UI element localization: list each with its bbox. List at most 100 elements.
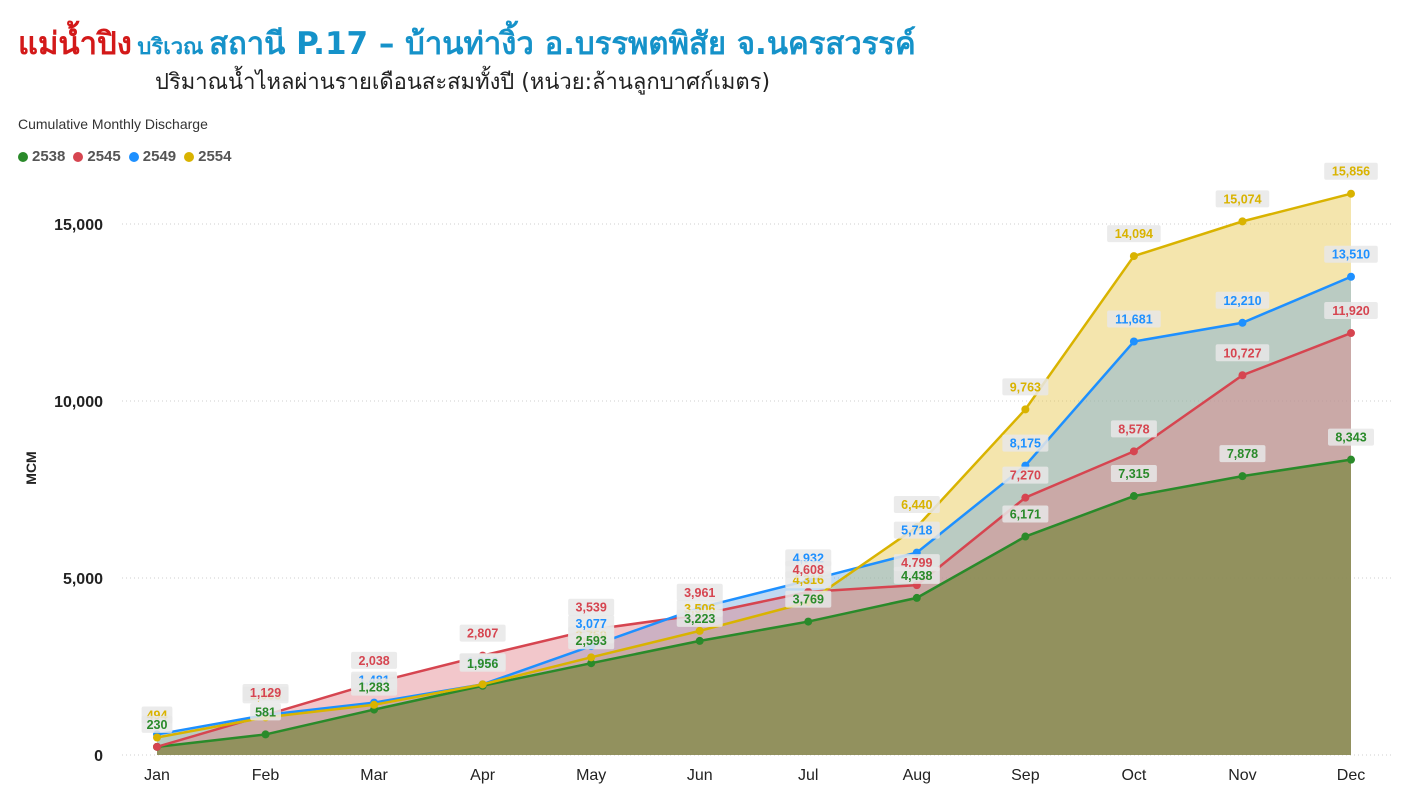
legend-label-2549: 2549: [142, 148, 177, 165]
point-2538: [1347, 455, 1355, 464]
data-label-bg: [1324, 162, 1378, 180]
data-label-bg: [893, 521, 940, 539]
point-2554: [1129, 252, 1138, 261]
data-label-2549: 12,210: [1223, 294, 1261, 308]
data-label-2538: 1,956: [467, 657, 498, 671]
data-label-bg: [676, 583, 723, 601]
series-line-2549: [156, 275, 1352, 736]
data-label-bg: [459, 654, 506, 672]
data-label-bg: [1324, 302, 1378, 320]
data-label-2554: 6,440: [901, 498, 932, 512]
x-tick-label: Jan: [144, 767, 170, 784]
title-river: แม่น้ำปิง: [18, 26, 132, 62]
point-2554: [370, 700, 379, 709]
point-2538: [804, 617, 813, 626]
legend-item-2554[interactable]: 2554: [184, 148, 232, 165]
data-label-bg: [1002, 378, 1049, 396]
data-label-bg: [676, 609, 723, 627]
point-2545: [1129, 447, 1138, 456]
title-area: บริเวณ: [137, 35, 204, 60]
point-2549: [1129, 337, 1138, 346]
point-2549: [1238, 318, 1247, 327]
x-tick-label: Jul: [798, 767, 818, 784]
data-label-bg: [1219, 445, 1266, 463]
x-tick-label: Nov: [1228, 767, 1256, 784]
point-2554: [587, 653, 596, 662]
x-tick-label: May: [576, 767, 606, 784]
data-label-bg: [1110, 420, 1157, 438]
point-2554: [153, 733, 161, 742]
x-tick-label: Apr: [470, 767, 496, 784]
data-label-bg: [1215, 291, 1270, 309]
data-label-2549: 3,077: [576, 617, 607, 631]
data-label-2554: 15,074: [1223, 192, 1261, 206]
data-label-2554: 9,763: [1010, 380, 1041, 394]
point-2554: [695, 626, 704, 635]
data-label-bg: [1002, 434, 1049, 452]
y-tick-label: 15,000: [54, 217, 103, 234]
data-label-2554: 15,856: [1332, 165, 1370, 179]
data-label-2545: 2,038: [358, 654, 389, 668]
data-label-bg: [893, 566, 940, 584]
data-label-2538: 7,315: [1118, 467, 1149, 481]
legend-item-2538[interactable]: 2538: [18, 148, 65, 165]
data-label-2538: 3,769: [793, 593, 824, 607]
legend-dot-2538: [18, 151, 28, 162]
point-2554: [478, 680, 487, 689]
data-label-bg: [893, 554, 940, 572]
point-2554: [1021, 405, 1030, 414]
data-label-2538: 7,878: [1227, 447, 1258, 461]
y-tick-label: 0: [94, 748, 103, 765]
data-label-bg: [568, 632, 615, 650]
series-line-2554: [156, 192, 1352, 739]
x-tick-label: Dec: [1337, 767, 1365, 784]
point-2538: [1238, 472, 1247, 481]
data-label-bg: [785, 560, 832, 578]
data-label-2545: 11,920: [1332, 304, 1370, 318]
data-label-2538: 230: [147, 718, 168, 732]
x-tick-label: Sep: [1011, 767, 1040, 784]
data-label-2545: 4,608: [793, 563, 824, 577]
data-label-bg: [1215, 344, 1270, 362]
data-label-bg: [351, 678, 398, 696]
point-2545: [1021, 493, 1030, 502]
data-label-bg: [1328, 428, 1374, 446]
data-label-2538: 8,343: [1335, 431, 1366, 445]
data-label-2538: 3,223: [684, 612, 715, 626]
legend-dot-2554: [184, 151, 195, 162]
x-tick-label: Oct: [1121, 767, 1146, 784]
data-label-2545: 3,961: [684, 586, 715, 600]
point-2554: [1238, 217, 1247, 226]
data-label-bg: [568, 615, 615, 633]
x-tick-label: Feb: [252, 767, 280, 784]
data-label-2538: 1,283: [358, 681, 389, 695]
point-2545: [1347, 329, 1355, 338]
area-2538: [157, 459, 1351, 755]
data-label-bg: [351, 651, 398, 669]
legend-item-2549[interactable]: 2549: [128, 148, 177, 165]
data-label-bg: [1107, 310, 1161, 328]
data-label-2538: 581: [255, 705, 276, 719]
data-label-bg: [141, 715, 173, 733]
point-2538: [695, 636, 704, 645]
point-2549: [1347, 272, 1355, 281]
point-2538: [587, 659, 596, 668]
point-2554: [1347, 189, 1355, 198]
data-label-bg: [242, 684, 289, 702]
data-label-2549: 8,175: [1010, 437, 1041, 451]
data-label-2545: 3,539: [576, 601, 607, 615]
data-label-2538: 4,438: [901, 569, 932, 583]
legend-item-2545[interactable]: 2545: [73, 148, 121, 165]
y-axis-label: MCM: [23, 451, 39, 484]
point-2538: [1021, 532, 1030, 541]
data-label-2545: 7,270: [1010, 469, 1041, 483]
data-label-2545: 2,807: [467, 627, 498, 641]
legend-label-2554: 2554: [198, 148, 232, 165]
series-line-2538: [156, 458, 1352, 749]
x-tick-label: Mar: [360, 767, 388, 784]
data-label-bg: [459, 624, 506, 642]
data-label-bg: [1002, 466, 1049, 484]
data-label-2545: 1,129: [250, 686, 281, 700]
x-tick-label: Jun: [687, 767, 713, 784]
